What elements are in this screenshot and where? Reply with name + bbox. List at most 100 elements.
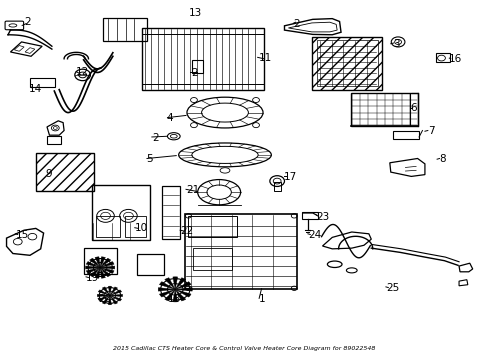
Ellipse shape [9, 24, 17, 27]
Text: 9: 9 [45, 169, 52, 179]
Wedge shape [173, 289, 177, 302]
Text: 2: 2 [190, 68, 197, 78]
Text: 1: 1 [259, 294, 265, 304]
Wedge shape [102, 287, 110, 296]
Text: 20: 20 [98, 294, 111, 304]
Text: 22: 22 [180, 226, 193, 236]
Wedge shape [175, 282, 191, 289]
Ellipse shape [206, 185, 231, 199]
Text: 21: 21 [185, 185, 199, 195]
Text: 16: 16 [448, 54, 462, 64]
Bar [96, 216, 120, 237]
Wedge shape [100, 266, 115, 269]
Ellipse shape [191, 147, 258, 163]
Wedge shape [108, 296, 111, 305]
Text: 15: 15 [15, 230, 28, 239]
Wedge shape [100, 267, 114, 274]
Text: 14: 14 [29, 84, 42, 94]
Wedge shape [175, 289, 185, 301]
Ellipse shape [167, 133, 180, 140]
Ellipse shape [220, 168, 229, 173]
Text: 4: 4 [166, 113, 173, 123]
Text: 5: 5 [146, 154, 152, 164]
Bar [435, 53, 449, 62]
Wedge shape [175, 288, 192, 291]
Wedge shape [86, 261, 100, 267]
Bar [302, 212, 317, 219]
Wedge shape [98, 290, 110, 296]
Ellipse shape [197, 180, 240, 205]
Text: 11: 11 [259, 53, 272, 63]
Bar [311, 37, 382, 90]
Wedge shape [175, 289, 191, 297]
Bar [316, 40, 377, 86]
Bar [83, 248, 117, 274]
Bar [125, 216, 146, 237]
Wedge shape [110, 296, 117, 304]
Bar [47, 136, 61, 144]
Wedge shape [173, 277, 177, 289]
Wedge shape [100, 267, 105, 278]
Text: 24: 24 [307, 230, 321, 239]
FancyBboxPatch shape [5, 21, 23, 30]
Text: 2: 2 [24, 17, 31, 27]
Bar [142, 28, 264, 90]
Ellipse shape [186, 97, 263, 128]
Bar [184, 214, 297, 289]
Wedge shape [108, 286, 111, 296]
Bar [92, 185, 150, 240]
Text: 13: 13 [188, 8, 201, 18]
Bar [191, 59, 202, 73]
Text: 6: 6 [409, 103, 416, 113]
Text: 17: 17 [283, 172, 296, 182]
Ellipse shape [178, 143, 271, 167]
Wedge shape [102, 296, 110, 304]
Ellipse shape [346, 268, 356, 273]
Bar [188, 216, 237, 237]
Wedge shape [100, 258, 111, 267]
Bar [273, 182, 280, 191]
Wedge shape [89, 267, 100, 277]
Circle shape [273, 178, 281, 184]
Wedge shape [98, 296, 110, 301]
Bar [392, 131, 418, 139]
Text: 7: 7 [427, 126, 433, 136]
Wedge shape [158, 288, 175, 291]
Text: 3: 3 [392, 40, 399, 49]
Wedge shape [110, 290, 122, 296]
Bar [350, 93, 417, 126]
Wedge shape [86, 267, 100, 274]
Wedge shape [100, 261, 114, 267]
Bar [30, 78, 55, 87]
Wedge shape [164, 278, 175, 289]
Bar [36, 153, 94, 192]
Text: 25: 25 [385, 283, 398, 293]
Text: 2015 Cadillac CTS Heater Core & Control Valve Heater Core Diagram for 89022548: 2015 Cadillac CTS Heater Core & Control … [113, 346, 375, 351]
Text: 23: 23 [316, 212, 329, 221]
Wedge shape [95, 257, 100, 267]
Wedge shape [85, 266, 100, 269]
Wedge shape [100, 267, 111, 277]
Text: 2: 2 [152, 133, 158, 143]
Circle shape [53, 127, 57, 130]
Wedge shape [100, 257, 105, 267]
Bar [161, 186, 180, 239]
Wedge shape [110, 294, 122, 297]
Wedge shape [110, 287, 117, 296]
Text: 8: 8 [439, 154, 445, 164]
Ellipse shape [327, 261, 341, 267]
Text: 18: 18 [167, 294, 181, 304]
Wedge shape [89, 258, 100, 267]
Wedge shape [97, 294, 110, 297]
Ellipse shape [201, 103, 248, 122]
Bar [193, 248, 232, 270]
Text: 2: 2 [293, 19, 299, 29]
Bar [103, 18, 147, 41]
Wedge shape [159, 289, 175, 297]
Wedge shape [95, 267, 100, 278]
Wedge shape [164, 289, 175, 301]
Wedge shape [110, 296, 122, 301]
Text: 10: 10 [135, 224, 147, 233]
Text: 19: 19 [86, 273, 99, 283]
Bar [137, 254, 163, 275]
